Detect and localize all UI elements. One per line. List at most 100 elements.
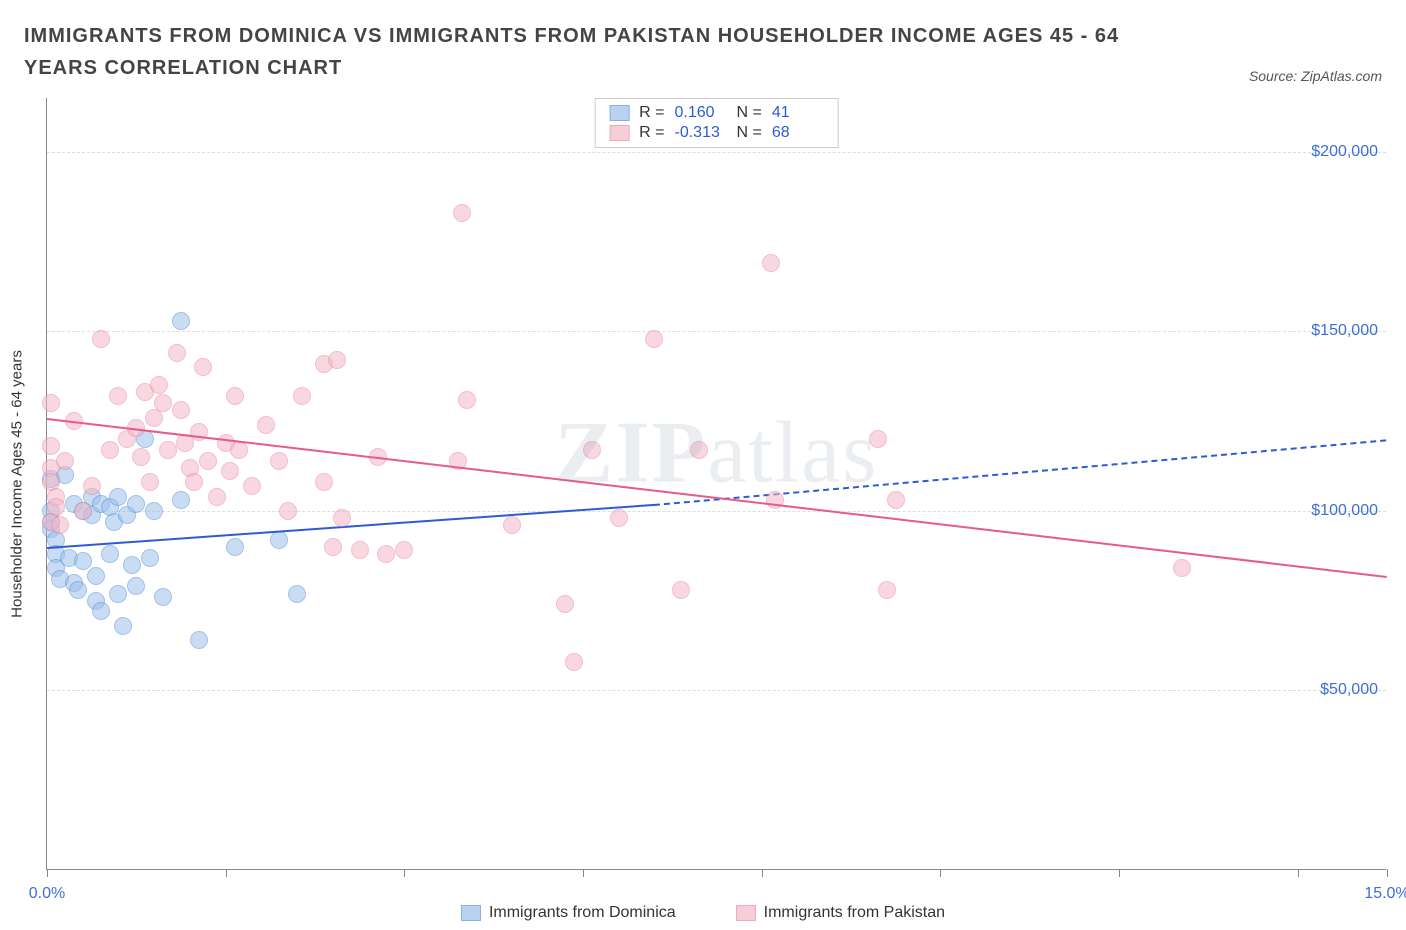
data-point-pakistan bbox=[172, 401, 190, 419]
data-point-dominica bbox=[109, 488, 127, 506]
data-point-pakistan bbox=[132, 448, 150, 466]
legend-label-dominica: Immigrants from Dominica bbox=[489, 904, 676, 922]
data-point-pakistan bbox=[51, 516, 69, 534]
data-point-pakistan bbox=[150, 376, 168, 394]
data-point-dominica bbox=[109, 585, 127, 603]
data-point-pakistan bbox=[42, 394, 60, 412]
n-value-dominica: 41 bbox=[772, 104, 824, 122]
trend-line bbox=[47, 418, 1387, 578]
data-point-pakistan bbox=[328, 351, 346, 369]
x-tick bbox=[762, 869, 763, 877]
data-point-pakistan bbox=[42, 437, 60, 455]
data-point-pakistan bbox=[1173, 559, 1191, 577]
y-axis-title: Householder Income Ages 45 - 64 years bbox=[9, 350, 26, 618]
x-tick-label: 15.0% bbox=[1364, 885, 1406, 903]
data-point-pakistan bbox=[83, 477, 101, 495]
x-tick bbox=[940, 869, 941, 877]
x-tick bbox=[583, 869, 584, 877]
legend-label-pakistan: Immigrants from Pakistan bbox=[764, 904, 945, 922]
data-point-dominica bbox=[226, 538, 244, 556]
data-point-pakistan bbox=[230, 441, 248, 459]
data-point-pakistan bbox=[565, 653, 583, 671]
data-point-dominica bbox=[145, 502, 163, 520]
legend: Immigrants from Dominica Immigrants from… bbox=[0, 904, 1406, 922]
swatch-dominica bbox=[461, 905, 481, 921]
data-point-pakistan bbox=[556, 595, 574, 613]
data-point-pakistan bbox=[645, 330, 663, 348]
data-point-pakistan bbox=[690, 441, 708, 459]
data-point-pakistan bbox=[377, 545, 395, 563]
data-point-pakistan bbox=[109, 387, 127, 405]
x-tick bbox=[1119, 869, 1120, 877]
y-tick-label: $200,000 bbox=[1311, 143, 1378, 161]
data-point-dominica bbox=[127, 495, 145, 513]
data-point-pakistan bbox=[503, 516, 521, 534]
data-point-dominica bbox=[101, 545, 119, 563]
data-point-pakistan bbox=[395, 541, 413, 559]
x-tick bbox=[47, 869, 48, 877]
data-point-dominica bbox=[127, 577, 145, 595]
data-point-pakistan bbox=[221, 462, 239, 480]
data-point-pakistan bbox=[92, 330, 110, 348]
data-point-dominica bbox=[172, 312, 190, 330]
data-point-pakistan bbox=[878, 581, 896, 599]
x-tick bbox=[404, 869, 405, 877]
data-point-pakistan bbox=[199, 452, 217, 470]
data-point-pakistan bbox=[194, 358, 212, 376]
data-point-dominica bbox=[74, 552, 92, 570]
trend-line bbox=[654, 439, 1387, 506]
legend-item-dominica: Immigrants from Dominica bbox=[461, 904, 676, 922]
data-point-pakistan bbox=[270, 452, 288, 470]
legend-item-pakistan: Immigrants from Pakistan bbox=[736, 904, 945, 922]
swatch-pakistan bbox=[736, 905, 756, 921]
data-point-pakistan bbox=[159, 441, 177, 459]
data-point-pakistan bbox=[315, 473, 333, 491]
chart-title: IMMIGRANTS FROM DOMINICA VS IMMIGRANTS F… bbox=[24, 20, 1124, 84]
gridline bbox=[47, 331, 1386, 332]
x-tick bbox=[1387, 869, 1388, 877]
stats-row-dominica: R = 0.160 N = 41 bbox=[609, 103, 824, 123]
data-point-pakistan bbox=[610, 509, 628, 527]
data-point-dominica bbox=[92, 602, 110, 620]
data-point-pakistan bbox=[351, 541, 369, 559]
source-attribution: Source: ZipAtlas.com bbox=[1249, 68, 1382, 84]
y-tick-label: $100,000 bbox=[1311, 502, 1378, 520]
data-point-dominica bbox=[270, 531, 288, 549]
data-point-pakistan bbox=[208, 488, 226, 506]
data-point-dominica bbox=[87, 567, 105, 585]
correlation-stats-box: R = 0.160 N = 41 R = -0.313 N = 68 bbox=[594, 98, 839, 148]
data-point-pakistan bbox=[226, 387, 244, 405]
data-point-pakistan bbox=[869, 430, 887, 448]
swatch-dominica bbox=[609, 105, 629, 121]
data-point-dominica bbox=[288, 585, 306, 603]
n-value-pakistan: 68 bbox=[772, 124, 824, 142]
x-tick bbox=[1298, 869, 1299, 877]
data-point-pakistan bbox=[672, 581, 690, 599]
data-point-dominica bbox=[154, 588, 172, 606]
data-point-dominica bbox=[141, 549, 159, 567]
data-point-pakistan bbox=[101, 441, 119, 459]
data-point-pakistan bbox=[583, 441, 601, 459]
data-point-pakistan bbox=[887, 491, 905, 509]
scatter-chart: Householder Income Ages 45 - 64 years $5… bbox=[46, 98, 1386, 870]
data-point-dominica bbox=[114, 617, 132, 635]
x-tick-label: 0.0% bbox=[29, 885, 65, 903]
data-point-pakistan bbox=[185, 473, 203, 491]
data-point-pakistan bbox=[293, 387, 311, 405]
data-point-pakistan bbox=[279, 502, 297, 520]
data-point-pakistan bbox=[257, 416, 275, 434]
y-tick-label: $50,000 bbox=[1320, 681, 1378, 699]
data-point-pakistan bbox=[56, 452, 74, 470]
r-value-dominica: 0.160 bbox=[675, 104, 727, 122]
data-point-dominica bbox=[69, 581, 87, 599]
data-point-pakistan bbox=[333, 509, 351, 527]
x-tick bbox=[226, 869, 227, 877]
data-point-pakistan bbox=[453, 204, 471, 222]
data-point-pakistan bbox=[324, 538, 342, 556]
data-point-pakistan bbox=[168, 344, 186, 362]
data-point-pakistan bbox=[47, 498, 65, 516]
data-point-pakistan bbox=[762, 254, 780, 272]
data-point-dominica bbox=[172, 491, 190, 509]
data-point-dominica bbox=[123, 556, 141, 574]
r-value-pakistan: -0.313 bbox=[675, 124, 727, 142]
